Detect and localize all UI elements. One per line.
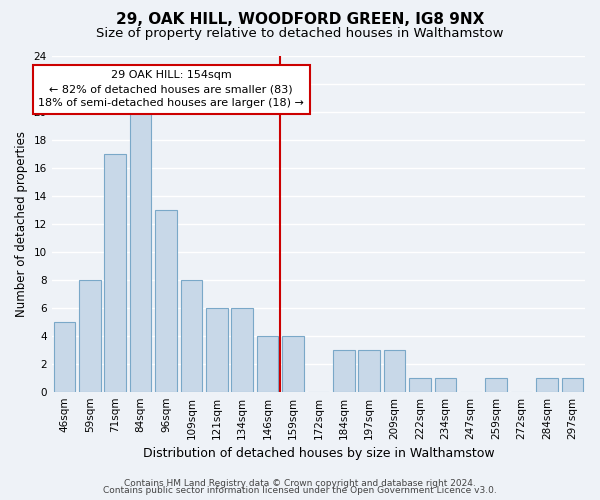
Bar bbox=[358, 350, 380, 392]
Bar bbox=[79, 280, 101, 392]
Bar bbox=[333, 350, 355, 392]
X-axis label: Distribution of detached houses by size in Walthamstow: Distribution of detached houses by size … bbox=[143, 447, 494, 460]
Bar bbox=[104, 154, 126, 392]
Bar bbox=[181, 280, 202, 392]
Bar bbox=[232, 308, 253, 392]
Bar bbox=[155, 210, 177, 392]
Y-axis label: Number of detached properties: Number of detached properties bbox=[15, 131, 28, 317]
Text: 29, OAK HILL, WOODFORD GREEN, IG8 9NX: 29, OAK HILL, WOODFORD GREEN, IG8 9NX bbox=[116, 12, 484, 28]
Bar bbox=[562, 378, 583, 392]
Bar bbox=[434, 378, 456, 392]
Bar bbox=[384, 350, 406, 392]
Text: 29 OAK HILL: 154sqm
← 82% of detached houses are smaller (83)
18% of semi-detach: 29 OAK HILL: 154sqm ← 82% of detached ho… bbox=[38, 70, 304, 108]
Bar bbox=[282, 336, 304, 392]
Text: Contains public sector information licensed under the Open Government Licence v3: Contains public sector information licen… bbox=[103, 486, 497, 495]
Bar bbox=[257, 336, 278, 392]
Text: Size of property relative to detached houses in Walthamstow: Size of property relative to detached ho… bbox=[96, 28, 504, 40]
Bar bbox=[206, 308, 227, 392]
Bar bbox=[409, 378, 431, 392]
Bar bbox=[536, 378, 557, 392]
Bar bbox=[485, 378, 507, 392]
Text: Contains HM Land Registry data © Crown copyright and database right 2024.: Contains HM Land Registry data © Crown c… bbox=[124, 478, 476, 488]
Bar bbox=[130, 112, 151, 392]
Bar bbox=[53, 322, 75, 392]
